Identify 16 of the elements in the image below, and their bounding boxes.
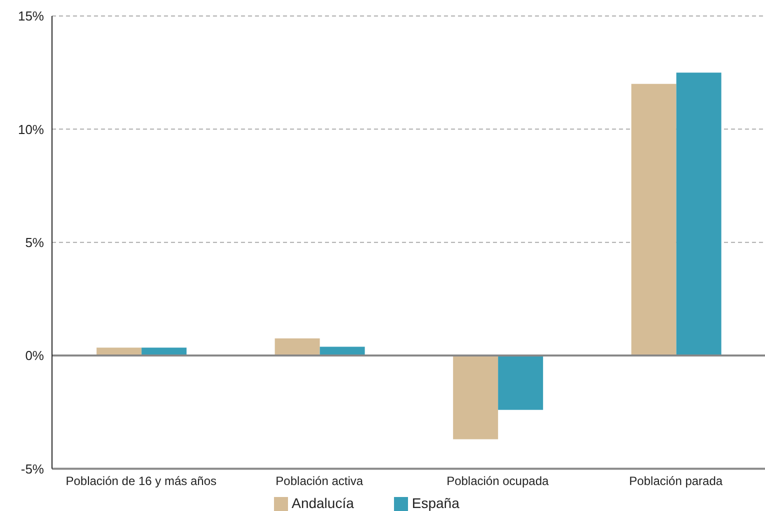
bar [676, 72, 722, 356]
y-tick-label: -5% [20, 461, 44, 476]
bar [498, 356, 544, 410]
bar [453, 356, 498, 440]
y-tick-label: 0% [25, 348, 44, 364]
y-tick-label: 5% [25, 234, 44, 250]
legend-label: España [412, 494, 460, 511]
y-tick-label: 10% [18, 122, 44, 137]
x-tick-label: Población activa [276, 474, 364, 488]
x-tick-label: Población parada [629, 474, 723, 488]
x-tick-label: Población ocupada [446, 474, 549, 488]
bar [631, 84, 676, 356]
bar [274, 338, 320, 356]
legend-label: Andalucía [292, 494, 354, 511]
x-tick-label: Población de 16 y más años [66, 474, 217, 488]
y-tick-label: 15% [18, 8, 44, 24]
